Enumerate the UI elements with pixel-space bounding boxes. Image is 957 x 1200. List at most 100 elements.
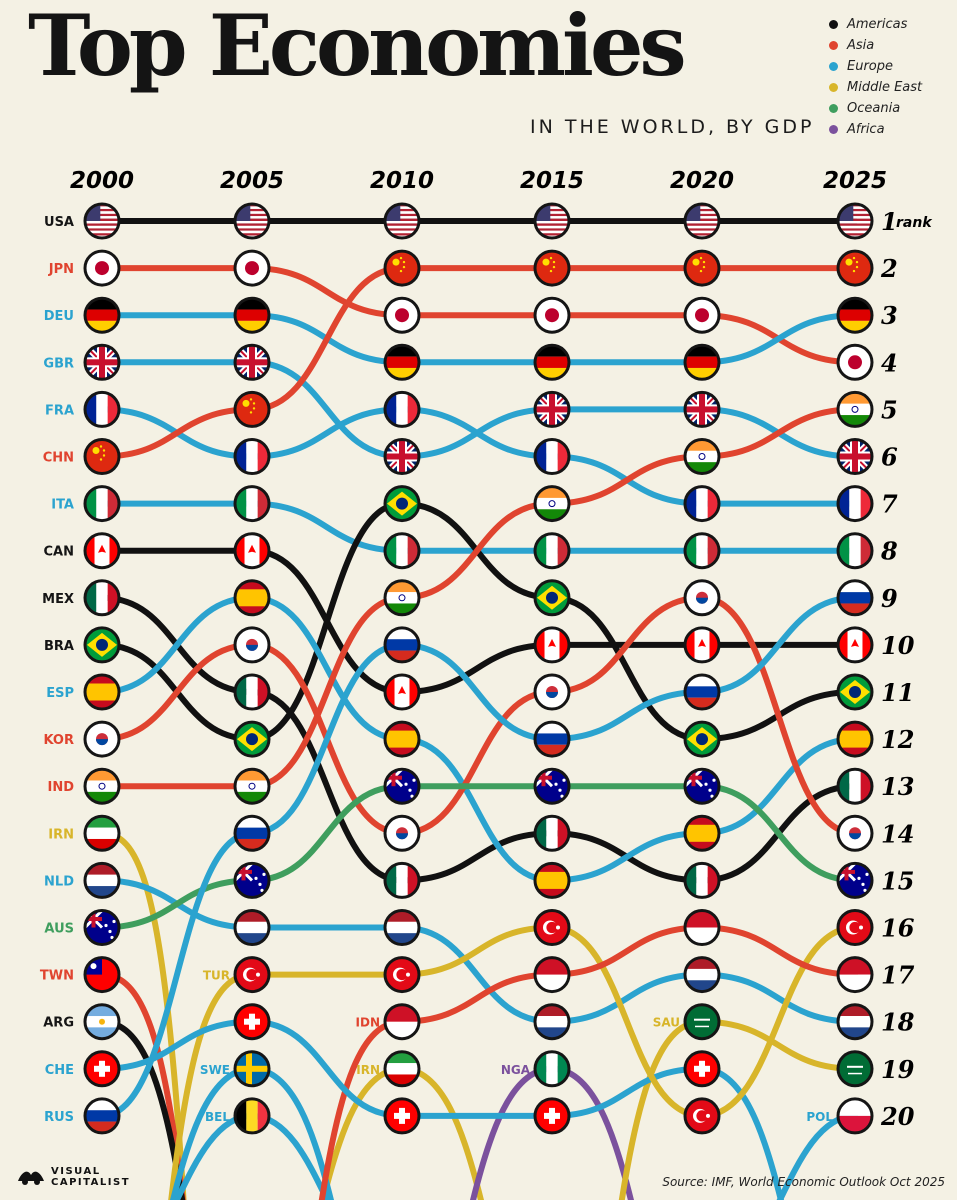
country-label-gbr: GBR [43,356,74,371]
flag-nodes [83,202,874,1135]
flag-mex [383,861,421,899]
series-line-jpn [99,265,858,366]
flag-rus [383,626,421,664]
flag-jpn [683,296,721,334]
flag-aus [233,861,271,899]
flag-kor [83,720,121,758]
flag-fra [383,390,421,428]
rank-number-8: 8 [880,537,898,566]
country-label-bra: BRA [44,639,74,654]
rank-number-11: 11 [881,678,914,707]
flag-mex [83,579,121,617]
flag-jpn [836,343,874,381]
flag-jpn [383,296,421,334]
flag-rus [683,673,721,711]
flag-rus [233,814,271,852]
country-label-nld: NLD [44,874,74,889]
rank-number-18: 18 [881,1008,915,1037]
flag-tur [533,909,571,946]
flag-chn [233,390,271,428]
legend-item-africa: Africa [829,119,922,140]
flag-ita [233,485,271,523]
country-label-ita: ITA [51,498,74,513]
flag-usa [836,202,874,240]
flag-can [683,626,721,664]
flag-can [836,626,874,664]
flag-nld [836,1003,874,1041]
flag-gbr [83,343,121,381]
flag-tur [383,956,421,994]
flag-nld [83,861,121,899]
flag-deu [233,296,271,334]
brand-line-2: CAPITALIST [51,1177,131,1188]
logo-icon [16,1167,46,1187]
rank-number-16: 16 [881,914,915,943]
flag-usa [533,202,571,240]
flag-ita [683,532,721,570]
legend-item-middle-east: Middle East [829,77,922,98]
legend-label: Middle East [847,80,923,95]
flag-can [83,532,121,570]
flag-usa [83,202,121,240]
series-line-fra [99,406,858,507]
flag-chn [683,249,721,287]
legend-label: Europe [847,59,894,74]
legend-label: Oceania [847,101,901,116]
flag-gbr [383,438,421,475]
flag-irn [383,1050,421,1088]
legend-item-oceania: Oceania [829,98,922,119]
flag-bra [383,485,421,523]
flag-deu [836,296,874,334]
flag-idn [383,1003,421,1041]
flag-chn [836,249,874,287]
legend-label: Americas [847,17,908,32]
rank-number-14: 14 [881,819,914,848]
rank-number-5: 5 [881,395,898,424]
country-label-kor: KOR [43,733,74,748]
rank-number-4: 4 [881,348,898,377]
flag-aus [836,861,874,899]
flag-esp [83,673,121,711]
flag-esp [683,814,721,852]
flag-deu [383,343,421,381]
flag-jpn [533,296,571,334]
flag-idn [836,956,874,994]
flag-mex [233,673,271,711]
flag-gbr [836,438,874,475]
series-line-idn [399,924,858,1025]
series-line-rus [99,594,858,1119]
rank-number-19: 19 [881,1055,915,1084]
flag-gbr [533,390,571,428]
flag-ind [836,390,874,428]
visual-capitalist-logo: VISUAL CAPITALIST [16,1166,130,1188]
rank-number-1: 1 [881,207,898,236]
flag-jpn [83,249,121,287]
flag-kor [533,673,571,711]
country-label-che: CHE [45,1063,74,1078]
flag-ind [383,579,421,617]
rank-label: rank [896,215,933,231]
flag-kor [233,626,271,664]
flag-bra [836,673,874,711]
rank-number-17: 17 [881,961,915,990]
flag-aus [683,767,721,805]
flag-jpn [233,249,271,287]
entrant-label-pol: POL [806,1110,833,1124]
rank-number-12: 12 [881,725,914,754]
flag-rus [533,720,571,758]
flag-ita [836,532,874,570]
flag-aus [83,909,121,946]
rank-number-2: 2 [880,254,898,283]
legend-dot-middle-east [829,83,838,92]
series-line-sau [699,1018,858,1072]
country-label-rus: RUS [44,1110,74,1125]
flag-chn [533,249,571,287]
series-line-aus [99,783,858,931]
entrant-label-bel: BEL [205,1110,230,1124]
legend-dot-africa [829,125,838,134]
legend-dot-oceania [829,104,838,113]
country-label-fra: FRA [45,403,74,418]
legend-dot-europe [829,62,838,71]
rank-number-10: 10 [881,631,915,660]
